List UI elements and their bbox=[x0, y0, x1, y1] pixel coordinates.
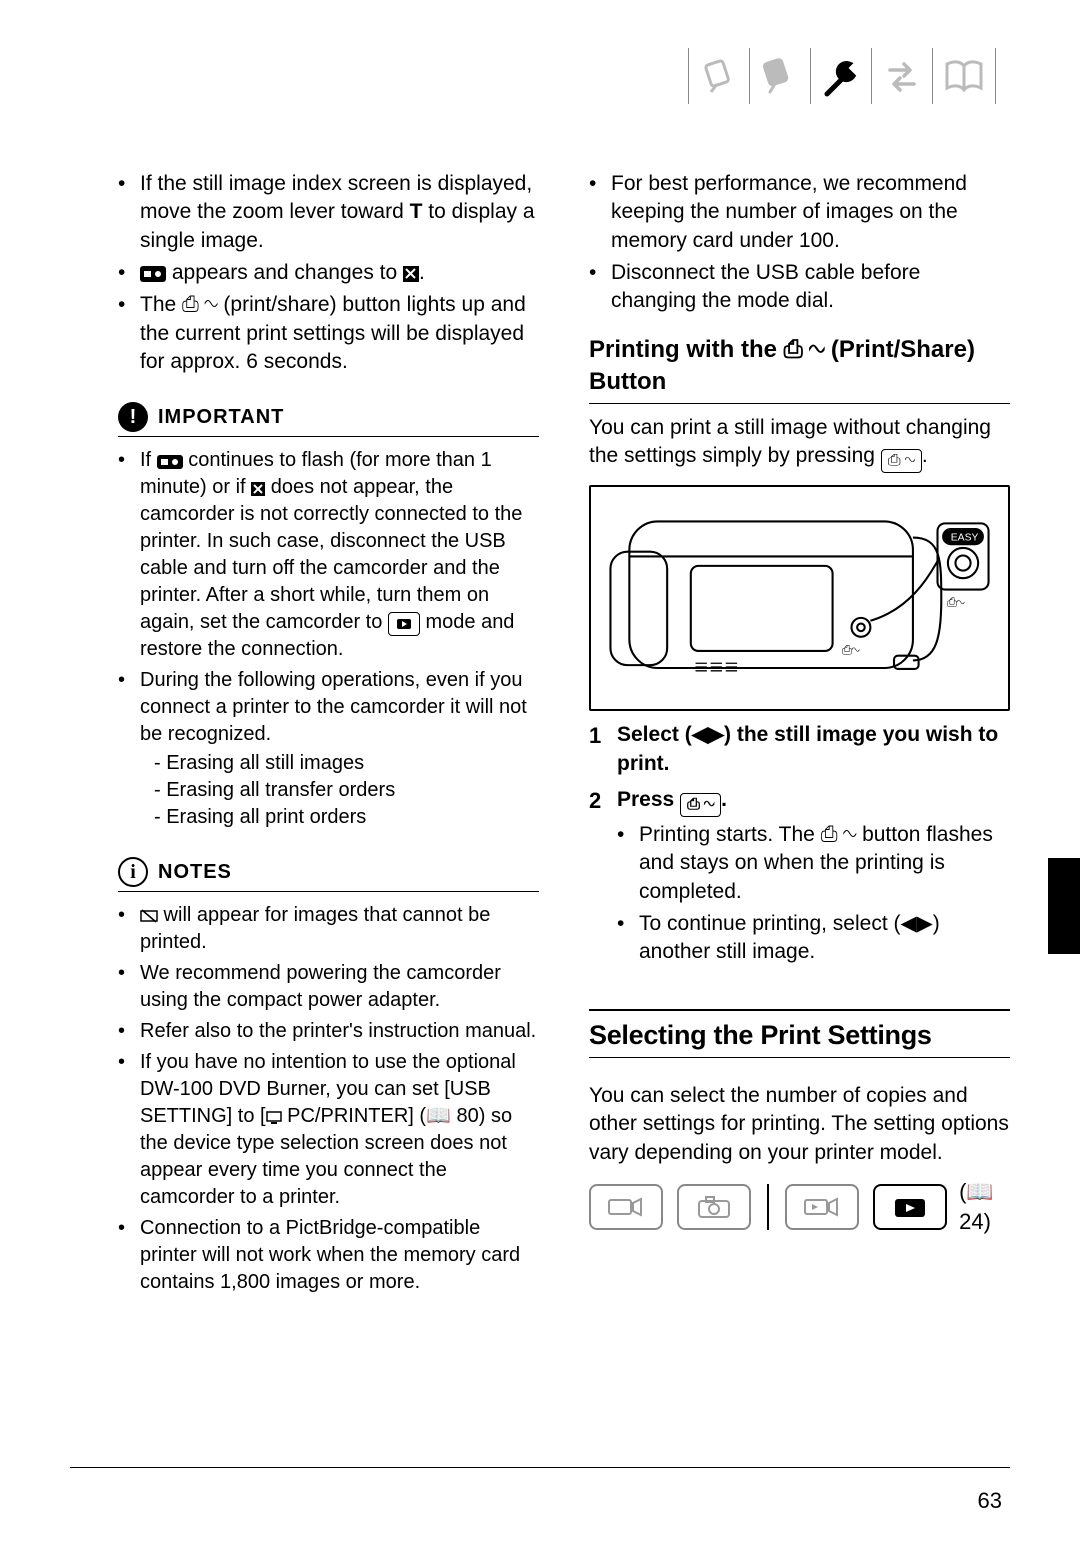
print-share-heading: Printing with the ⎙ ∿ (Print/Share) Butt… bbox=[589, 334, 1010, 399]
wrench-icon bbox=[819, 54, 863, 98]
page-ref-icon: 📖 bbox=[426, 1103, 451, 1130]
notes-heading: i NOTES bbox=[118, 857, 539, 887]
printer-flag-icon bbox=[251, 482, 265, 496]
book-icon bbox=[941, 54, 987, 98]
list-item: appears and changes to . bbox=[118, 259, 539, 287]
print-share-intro: You can print a still image without chan… bbox=[589, 414, 1010, 473]
left-column: If the still image index screen is displ… bbox=[70, 170, 539, 1300]
list-item: Erasing all print orders bbox=[154, 804, 539, 831]
side-tab-marker bbox=[1048, 858, 1080, 954]
list-item: To continue printing, select (◀▶) anothe… bbox=[617, 910, 1010, 967]
important-list: If continues to flash (for more than 1 m… bbox=[118, 447, 539, 831]
pc-icon bbox=[266, 1111, 282, 1125]
intro-list: If the still image index screen is displ… bbox=[118, 170, 539, 376]
notes-list: will appear for images that cannot be pr… bbox=[118, 902, 539, 1296]
selecting-print-settings-heading: Selecting the Print Settings bbox=[589, 1009, 1010, 1058]
list-item: If the still image index screen is displ… bbox=[118, 170, 539, 255]
header-icons bbox=[680, 48, 1004, 104]
list-item: Printing starts. The ⎙ ∿ button flashes … bbox=[617, 821, 1010, 906]
mode-bar: (📖 24) bbox=[589, 1177, 1010, 1236]
transfer-icon bbox=[880, 54, 924, 98]
footer-rule bbox=[70, 1467, 1010, 1468]
list-item: will appear for images that cannot be pr… bbox=[118, 902, 539, 956]
playback-mode-icon bbox=[388, 612, 420, 636]
step-item: Press ⎙ ∿. Printing starts. The ⎙ ∿ butt… bbox=[589, 786, 1010, 967]
connecting-icon bbox=[157, 455, 183, 469]
print-share-button-icon: ⎙ ∿ bbox=[680, 793, 721, 817]
list-item: We recommend powering the camcorder usin… bbox=[118, 960, 539, 1014]
mode-play-photo-icon bbox=[873, 1184, 947, 1230]
list-item: If continues to flash (for more than 1 m… bbox=[118, 447, 539, 663]
important-icon: ! bbox=[118, 402, 148, 432]
list-item: Erasing all transfer orders bbox=[154, 777, 539, 804]
print-share-glyph: ⎙ ∿ bbox=[821, 823, 857, 846]
tool-icon-2 bbox=[758, 54, 802, 98]
list-item: Refer also to the printer's instruction … bbox=[118, 1018, 539, 1045]
notes-label: NOTES bbox=[158, 859, 232, 886]
step-title: Press ⎙ ∿. bbox=[617, 788, 727, 811]
mode-page-ref: (📖 24) bbox=[959, 1177, 1010, 1236]
mode-play-video-icon bbox=[785, 1184, 859, 1230]
print-share-glyph: ⎙ ∿ bbox=[182, 293, 218, 316]
svg-text:⎙∿: ⎙∿ bbox=[947, 595, 965, 609]
list-item: The ⎙ ∿ (print/share) button lights up a… bbox=[118, 291, 539, 376]
camcorder-figure: ⎙∿ EASY ⎙∿ bbox=[589, 485, 1010, 712]
svg-text:EASY: EASY bbox=[951, 532, 979, 543]
tool-icon-1 bbox=[697, 54, 741, 98]
list-item: Connection to a PictBridge-compatible pr… bbox=[118, 1215, 539, 1296]
list-item: For best performance, we recommend keepi… bbox=[589, 170, 1010, 255]
mode-record-video-icon bbox=[589, 1184, 663, 1230]
print-share-glyph: ⎙ ∿ bbox=[784, 336, 825, 363]
page-number: 63 bbox=[978, 1488, 1002, 1514]
noprint-icon bbox=[140, 908, 158, 924]
print-share-button-icon: ⎙ ∿ bbox=[881, 449, 922, 473]
list-item: During the following operations, even if… bbox=[118, 667, 539, 831]
step-item: Select (◀▶) the still image you wish to … bbox=[589, 721, 1010, 778]
connecting-icon bbox=[140, 266, 166, 282]
content-columns: If the still image index screen is displ… bbox=[70, 170, 1010, 1300]
svg-text:⎙∿: ⎙∿ bbox=[842, 642, 860, 656]
important-label: IMPORTANT bbox=[158, 404, 284, 431]
selecting-print-settings-body: You can select the number of copies and … bbox=[589, 1082, 1010, 1167]
list-item: If you have no intention to use the opti… bbox=[118, 1049, 539, 1211]
notes-icon: i bbox=[118, 857, 148, 887]
right-top-list: For best performance, we recommend keepi… bbox=[589, 170, 1010, 316]
list-item: Erasing all still images bbox=[154, 750, 539, 777]
steps-list: Select (◀▶) the still image you wish to … bbox=[589, 721, 1010, 966]
camcorder-illustration: ⎙∿ EASY ⎙∿ bbox=[601, 495, 998, 694]
mode-record-photo-icon bbox=[677, 1184, 751, 1230]
right-column: For best performance, we recommend keepi… bbox=[589, 170, 1010, 1300]
important-sublist: Erasing all still images Erasing all tra… bbox=[140, 750, 539, 831]
printer-flag-icon bbox=[403, 266, 419, 282]
list-item: Disconnect the USB cable before changing… bbox=[589, 259, 1010, 316]
important-heading: ! IMPORTANT bbox=[118, 402, 539, 432]
step-sublist: Printing starts. The ⎙ ∿ button flashes … bbox=[617, 821, 1010, 967]
step-title: Select (◀▶) the still image you wish to … bbox=[617, 723, 998, 774]
